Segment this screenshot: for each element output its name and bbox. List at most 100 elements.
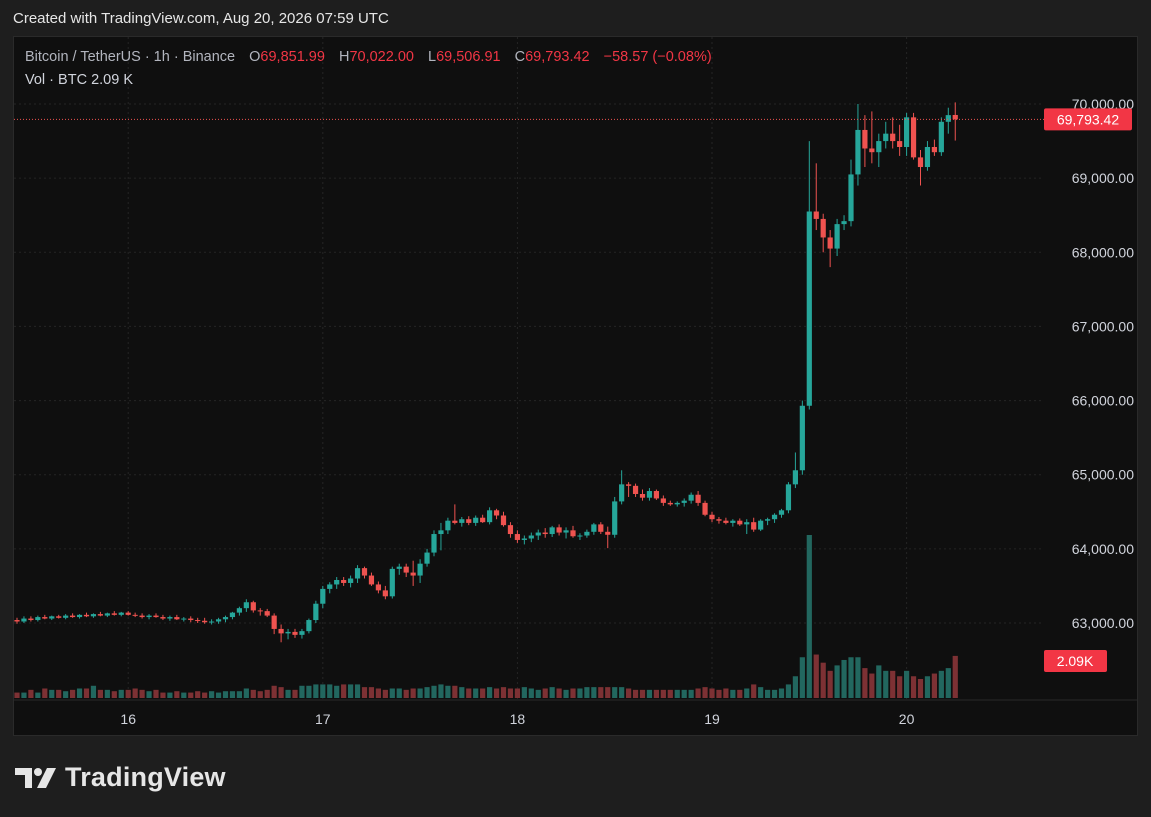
candle-body [473,517,479,523]
tradingview-logo[interactable]: TradingView [15,762,226,793]
candle-body [952,114,958,120]
volume-bar [563,689,569,698]
candle-body [500,515,507,526]
volume-bar [945,668,951,698]
candle-body [612,501,618,535]
candle-body [945,115,951,122]
candle-body [681,500,687,503]
candle-body [910,117,917,158]
volume-legend: Vol · BTC 2.09 K [25,72,133,88]
volume-bar [146,691,152,698]
candle-body [660,498,666,503]
candle-body [111,613,117,615]
volume-label[interactable]: Vol · BTC [25,72,88,88]
volume-bar [758,687,764,698]
candle-body [674,502,680,505]
candle-body [820,218,826,238]
candle-body [639,493,646,498]
candle-body [890,133,896,142]
volume-bar [904,670,910,698]
candle-body [716,519,722,521]
volume-bar [49,689,55,698]
candle-body [466,519,472,523]
candle-body [521,538,527,540]
candle-body [153,615,159,618]
candle-body [125,612,131,615]
volume-bar [424,687,430,698]
volume-bar [257,691,263,698]
volume-bar [306,685,312,698]
candle-body [438,530,444,535]
volume-bar [382,689,388,698]
volume-bar [605,687,611,698]
candle-body [542,532,548,535]
volume-bar [466,688,472,698]
candle-body [737,520,743,525]
candle-body [709,514,715,520]
volume-bar [368,687,375,698]
candle-body [348,578,354,583]
candle-body [306,620,312,632]
volume-bar [813,654,819,698]
volume-bar [876,665,882,698]
candle-body [883,133,889,142]
volume-bar [514,688,520,698]
volume-bar [174,691,180,698]
volume-bar [236,691,242,698]
chart-panel[interactable]: 63,000.00 64,000.00 65,000.00 66,000.00 67,0… [13,36,1138,736]
candle-body [723,520,729,523]
candle-body [132,614,138,616]
volume-bar [931,673,937,698]
last-price-tag-text: 69,793.42 [1057,111,1119,127]
volume-bar [737,689,743,698]
volume-bar [21,692,27,698]
volume-bar [667,689,673,698]
volume-value: 2.09 K [91,72,133,88]
volume-bar [181,692,187,698]
open-label: O [249,49,261,65]
volume-bar [35,692,41,698]
symbol-info[interactable]: Bitcoin / TetherUS · 1h · Binance [25,49,236,65]
candle-body [334,579,340,585]
volume-bar [716,689,722,698]
volume-bar [83,688,90,698]
low-label: L [427,49,437,65]
time-tick-label: 19 [704,711,720,727]
candle-body [195,620,201,622]
volume-bar [56,689,62,698]
candle-body [188,618,194,621]
candle-body [222,617,229,620]
candle-body [771,514,778,520]
time-tick-label: 17 [315,711,331,727]
volume-bar [883,670,889,698]
volume-bar [785,684,792,698]
close-value: 69,793.42 [525,49,590,65]
price-chart[interactable]: 63,000.00 64,000.00 65,000.00 66,000.00 67,0… [14,37,1138,736]
volume-bar [250,689,256,698]
candle-body [862,129,868,149]
volume-bar [688,689,694,698]
volume-bar [354,684,361,698]
volume-bar [375,688,381,698]
volume-bar [278,687,284,698]
volume-bar [695,688,701,698]
volume-bar [869,673,875,698]
volume-bar [417,688,423,698]
volume-bar [209,691,215,698]
candle-body [834,224,840,249]
price-tick-label: 63,000.00 [1072,615,1134,631]
candle-body [202,620,208,623]
candle-body [243,602,249,609]
candle-body [49,616,55,619]
volume-bar [202,692,208,698]
candle-body [556,527,562,533]
volume-bar [139,689,145,698]
candle-body [507,525,514,535]
time-tick-label: 20 [899,711,915,727]
volume-bar [890,670,896,698]
candle-body [931,147,937,153]
candle-body [848,174,854,222]
candle-body [792,470,798,485]
volume-bar [584,687,590,698]
volume-bar [612,687,618,698]
